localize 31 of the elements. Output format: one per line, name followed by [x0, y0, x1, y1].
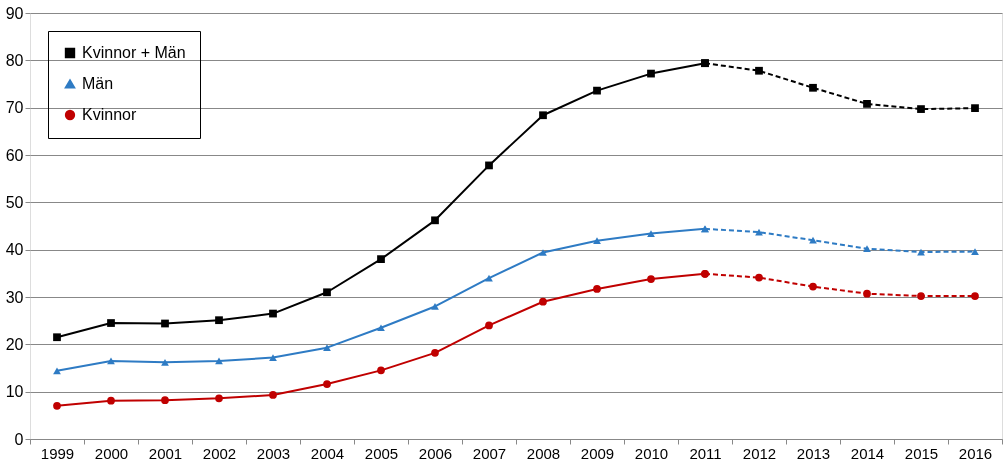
y-tick-label: 20	[5, 335, 24, 353]
x-tick-label: 2009	[580, 444, 615, 462]
x-tick-label: 2016	[958, 444, 993, 462]
x-tick-label: 2002	[202, 444, 237, 462]
x-tick-label: 1999	[40, 444, 75, 462]
x-tick-label: 2000	[94, 444, 129, 462]
x-tick-label: 2007	[472, 444, 507, 462]
y-tick-label: 90	[5, 4, 24, 22]
x-tick-label: 2006	[418, 444, 453, 462]
x-tick-label: 2010	[634, 444, 669, 462]
y-tick-label: 70	[5, 99, 24, 117]
y-tick-label: 60	[5, 146, 24, 164]
x-tick-label: 2012	[742, 444, 777, 462]
x-tick-label: 2003	[256, 444, 291, 462]
y-tick-label: 40	[5, 241, 24, 259]
x-tick-label: 2008	[526, 444, 561, 462]
y-tick-label: 50	[5, 193, 24, 211]
x-tick-label: 2001	[148, 444, 183, 462]
legend-label: Män	[82, 75, 114, 92]
x-tick-label: 2014	[850, 444, 885, 462]
x-tick-label: 2015	[904, 444, 939, 462]
x-tick-label: 2013	[796, 444, 831, 462]
x-tick-label: 2011	[689, 444, 722, 462]
legend-label: Kvinnor	[82, 106, 137, 123]
y-tick-label: 30	[5, 288, 24, 306]
x-tick-label: 2005	[364, 444, 399, 462]
y-tick-label: 0	[14, 430, 24, 448]
x-tick-label: 2004	[310, 444, 345, 462]
y-tick-label: 80	[5, 51, 24, 69]
y-tick-label: 10	[5, 383, 24, 401]
legend-label: Kvinnor + Män	[82, 44, 186, 61]
